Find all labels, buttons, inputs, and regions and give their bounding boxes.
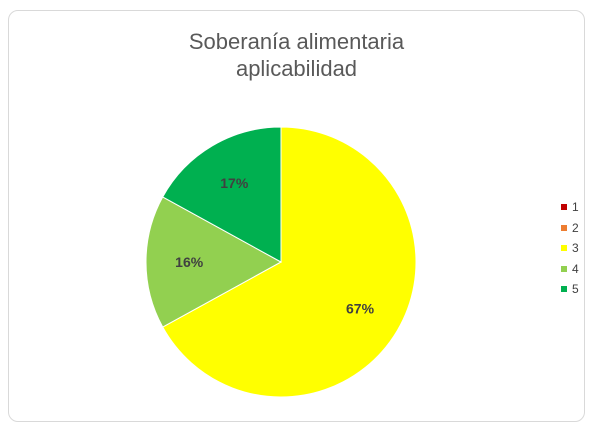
legend-item-3: 3	[561, 238, 584, 259]
pie-chart: 67% 16% 17%	[145, 126, 417, 398]
data-label-5: 17%	[220, 175, 249, 191]
legend-swatch-3	[561, 245, 567, 252]
chart-title-line-2: aplicabilidad	[235, 56, 358, 81]
data-label-4: 16%	[175, 254, 204, 270]
chart-title: Soberanía alimentaria aplicabilidad	[9, 28, 584, 82]
data-label-3: 67%	[346, 301, 375, 317]
chart-title-line-1: Soberanía alimentaria	[188, 29, 405, 54]
legend-item-1: 1	[561, 197, 584, 218]
legend-label-2: 2	[572, 220, 579, 235]
legend-swatch-4	[561, 265, 567, 272]
legend-label-4: 4	[572, 261, 579, 276]
chart-legend: 1 2 3 4 5	[561, 197, 584, 300]
pie-slice-5	[162, 126, 282, 263]
legend-swatch-2	[561, 224, 567, 231]
pie-slice-3	[162, 126, 417, 398]
legend-label-3: 3	[572, 241, 579, 256]
pie-slices	[145, 126, 417, 398]
legend-swatch-5	[561, 286, 567, 293]
pie-slice-4	[145, 196, 283, 328]
legend-item-5: 5	[561, 279, 584, 300]
pie-data-labels: 67% 16% 17%	[175, 175, 374, 317]
legend-label-5: 5	[572, 282, 579, 297]
legend-swatch-1	[561, 204, 567, 211]
chart-card: Soberanía alimentaria aplicabilidad 67% 1…	[8, 10, 585, 422]
legend-label-1: 1	[572, 200, 579, 215]
legend-item-4: 4	[561, 259, 584, 280]
legend-item-2: 2	[561, 218, 584, 239]
